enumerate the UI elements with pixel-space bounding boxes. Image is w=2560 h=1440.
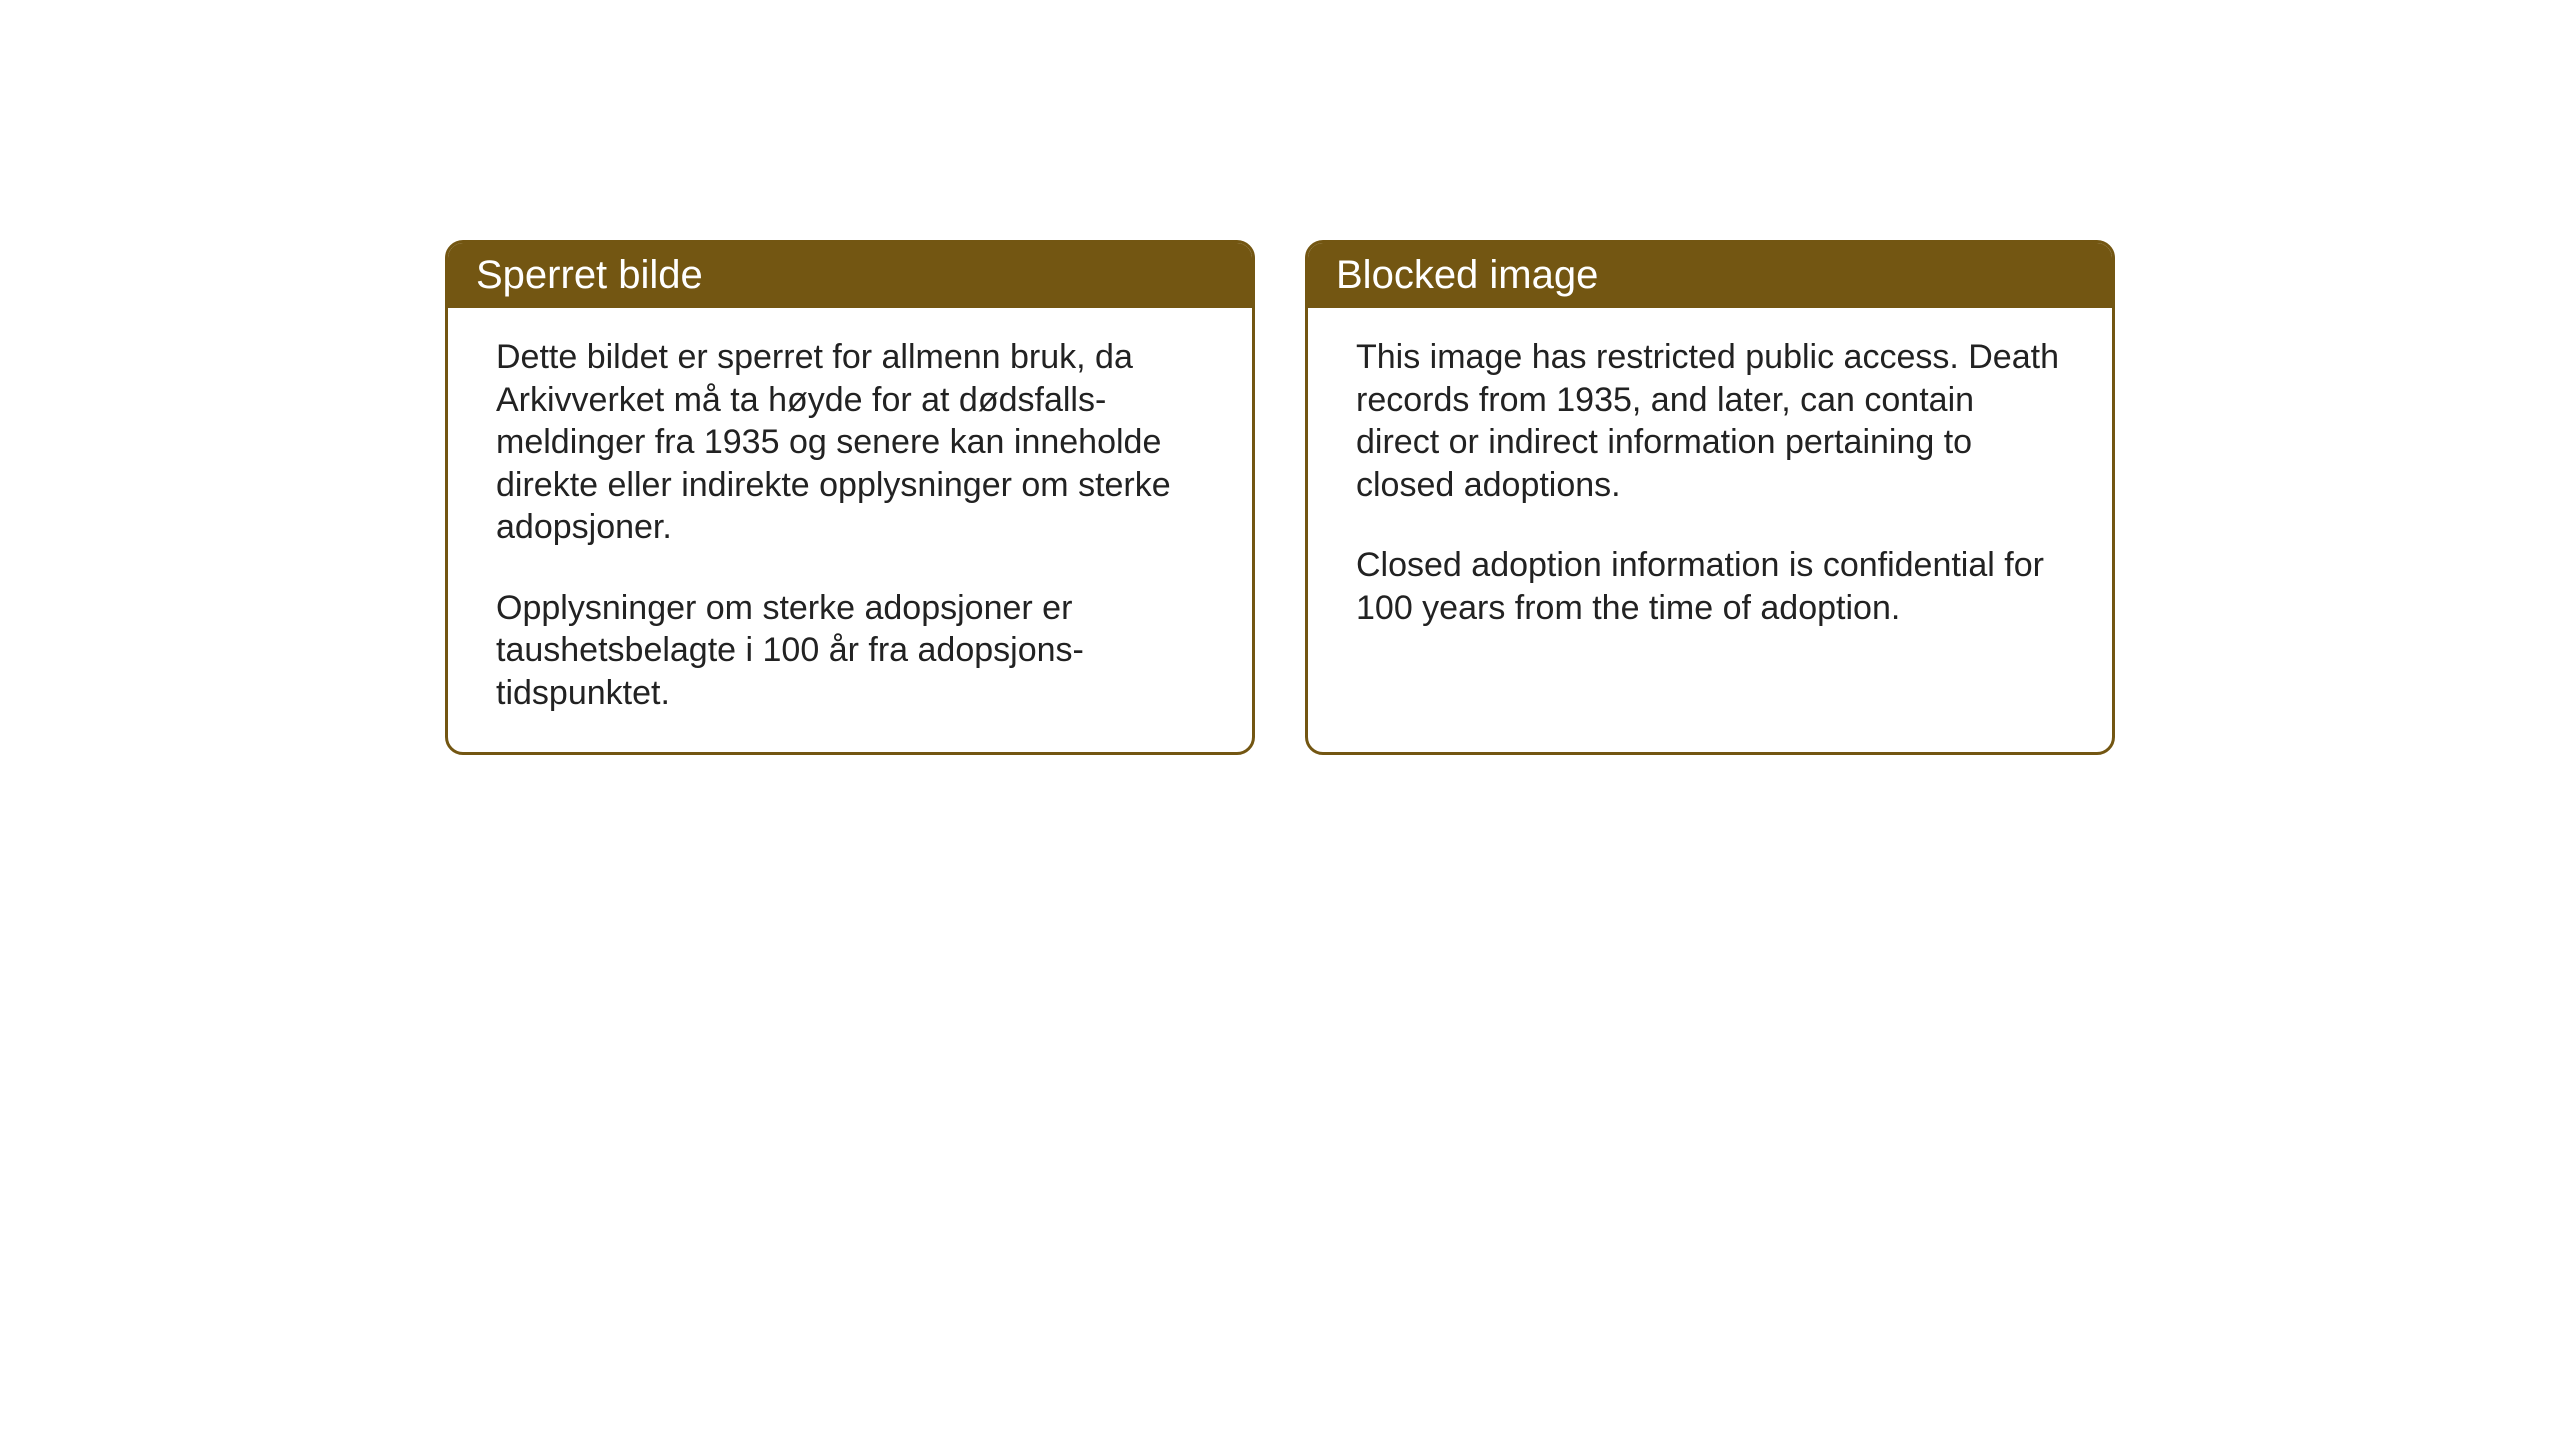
card-paragraph-2-english: Closed adoption information is confident… (1356, 544, 2064, 629)
notice-card-english: Blocked image This image has restricted … (1305, 240, 2115, 755)
card-header-norwegian: Sperret bilde (448, 243, 1252, 308)
card-header-english: Blocked image (1308, 243, 2112, 308)
card-title-norwegian: Sperret bilde (476, 253, 703, 297)
card-title-english: Blocked image (1336, 253, 1598, 297)
card-body-norwegian: Dette bildet er sperret for allmenn bruk… (448, 308, 1252, 752)
card-paragraph-1-english: This image has restricted public access.… (1356, 336, 2064, 506)
notice-card-norwegian: Sperret bilde Dette bildet er sperret fo… (445, 240, 1255, 755)
card-body-english: This image has restricted public access.… (1308, 308, 2112, 698)
card-paragraph-2-norwegian: Opplysninger om sterke adopsjoner er tau… (496, 587, 1204, 715)
card-paragraph-1-norwegian: Dette bildet er sperret for allmenn bruk… (496, 336, 1204, 549)
notice-cards-container: Sperret bilde Dette bildet er sperret fo… (445, 240, 2115, 755)
